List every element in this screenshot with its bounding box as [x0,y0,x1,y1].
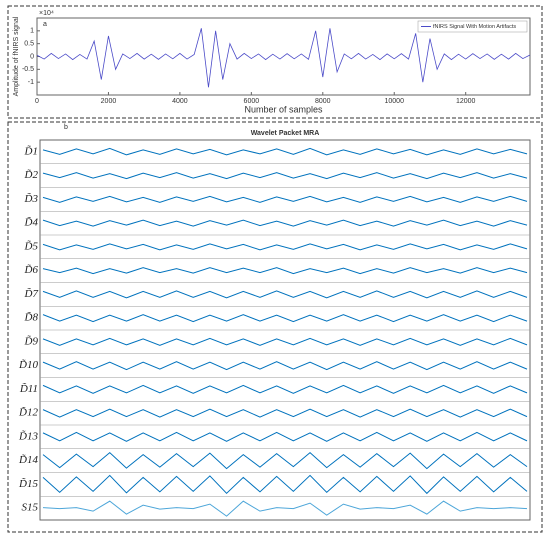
row-label: D̃15 [18,477,38,490]
row-label: D̃4 [24,216,39,229]
row-label: D̃5 [24,240,39,253]
component-line [42,431,528,442]
row-label: D̃11 [19,382,38,395]
component-line [42,219,528,227]
component-line [42,267,528,275]
x-tick-label: 4000 [172,98,188,105]
row-label: D̃13 [18,430,38,443]
y-tick-label: -0.5 [22,66,34,73]
x-axis-label: Number of samples [244,104,323,114]
y-tick-label: 0 [30,53,34,60]
panel-b-border [7,121,543,533]
row-label: S15 [22,502,39,514]
component-line [42,172,528,180]
row-label: D̃2 [24,168,39,181]
row-label: D̃12 [18,406,38,419]
row-label: D̃6 [24,263,39,276]
component-line [42,337,528,346]
panel-label: b [64,124,68,131]
component-line [42,314,528,323]
x-tick-label: 0 [35,98,39,105]
component-line [42,451,528,470]
x-tick-label: 10000 [385,98,405,105]
component-line [42,500,528,517]
row-label: D̃9 [24,335,39,348]
x-tick-label: 8000 [315,98,331,105]
legend-box [417,20,528,33]
component-line [42,474,528,495]
signal-line [36,28,531,88]
row-label: D̃14 [18,453,38,466]
y-tick-label: -1 [28,79,34,86]
y-multiplier: ×10⁴ [39,10,54,17]
panel-a-border [7,5,543,119]
row-label: D̃10 [18,358,38,371]
row-label: D̃8 [24,311,39,324]
component-line [42,243,528,251]
x-tick-label: 6000 [244,98,260,105]
y-tick-label: 1 [30,28,34,35]
component-line [42,384,528,394]
row-label: D̃7 [24,287,39,300]
row-label: D̃1 [24,145,38,158]
component-line [42,408,528,418]
y-tick-label: 0.5 [24,41,34,48]
x-tick-label: 2000 [101,98,117,105]
component-line [42,361,528,371]
component-line [42,147,528,156]
component-line [42,195,528,203]
legend-entry: fNIRS Signal With Motion Artifacts [433,24,516,30]
chart-title: Wavelet Packet MRA [251,130,320,137]
x-tick-label: 12000 [456,98,476,105]
y-axis-label: Amplitude of fNIRS signal [13,16,20,96]
panel-label: a [43,21,47,28]
component-line [42,290,528,299]
row-label: D̃3 [24,192,39,205]
